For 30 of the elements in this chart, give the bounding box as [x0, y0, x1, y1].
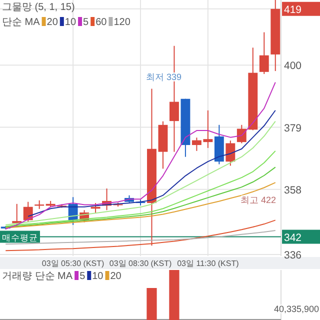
legend-label: 20 [110, 271, 122, 282]
legend-label: 20 [46, 17, 58, 28]
chart-title: 그물망 (5, 1, 15) [2, 2, 75, 13]
line-series [5, 150, 276, 227]
x-tick-label: 03일 11:30 (KST) [177, 259, 240, 268]
candlestick [226, 140, 236, 166]
x-tick-label: 03일 05:30 (KST) [42, 259, 105, 268]
y-tick-label: 379 [284, 122, 302, 134]
legend-label: 10 [92, 271, 104, 282]
legend-title: 단순 MA [2, 17, 40, 28]
line-series [5, 120, 276, 226]
line-series [5, 166, 276, 228]
x-tick-label: 03일 08:30 (KST) [109, 259, 172, 268]
candlestick [259, 32, 269, 74]
annotation: 40,335,900 [274, 304, 319, 314]
ref-line-label: 매수평균 [2, 232, 38, 242]
legend-label: 60 [96, 17, 108, 28]
y-tick-label: 400 [284, 60, 302, 72]
y-tick-label: 342 [284, 232, 302, 244]
annotation: 최고 422 [240, 195, 276, 205]
legend-label: 10 [64, 17, 76, 28]
line-series [5, 82, 276, 230]
legend-label: 5 [80, 271, 86, 282]
legend-label: 120 [114, 17, 131, 28]
legend-label: 5 [83, 17, 90, 28]
legend-title: 거래량 단순 MA [2, 271, 73, 282]
y-tick-label: 419 [284, 4, 302, 16]
line-series [5, 182, 276, 228]
y-tick-label: 336 [284, 250, 302, 262]
y-tick-label: 358 [284, 184, 302, 196]
